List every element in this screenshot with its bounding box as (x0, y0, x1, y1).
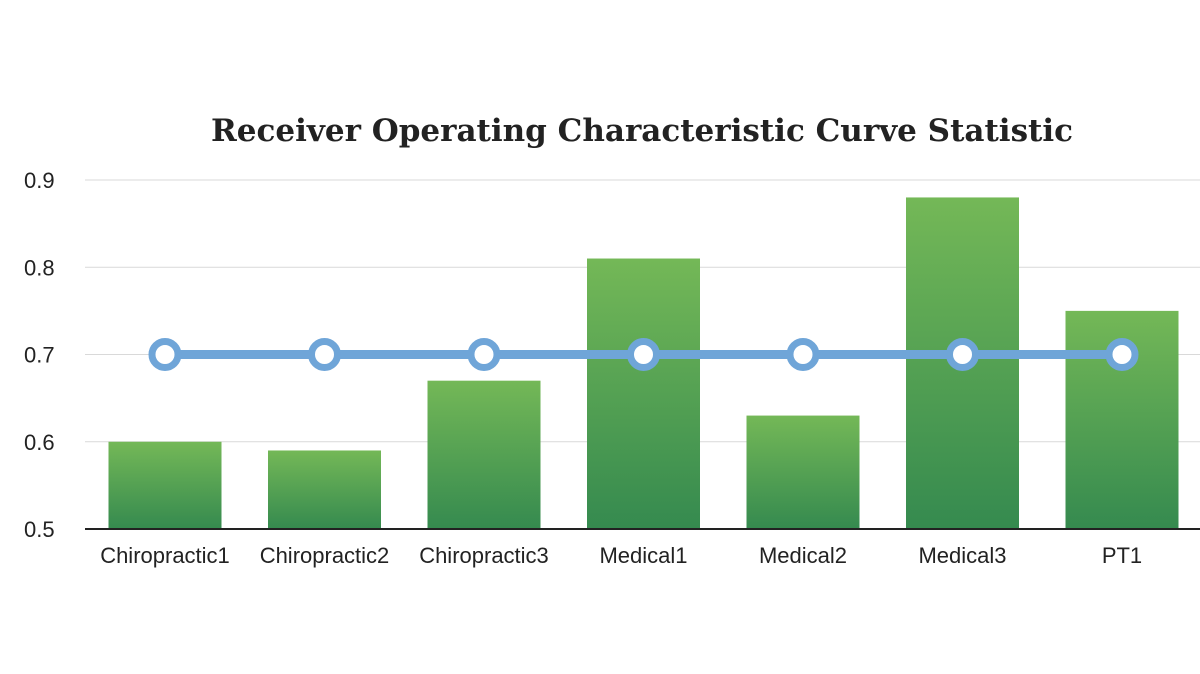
x-tick-label: Chiropractic2 (260, 543, 390, 568)
y-tick-label: 0.7 (24, 343, 55, 368)
bar (427, 380, 541, 529)
bar (108, 441, 222, 529)
x-tick-label: PT1 (1102, 543, 1142, 568)
labels: 0.5 0.6 0.7 0.8 0.9 Chiropractic1 Chiropractic… (24, 168, 1142, 568)
x-tick-label: Medical2 (759, 543, 847, 568)
bars (108, 197, 1179, 529)
y-tick-label: 0.6 (24, 430, 55, 455)
chart-title: Receiver Operating Characteristic Curve … (211, 113, 1073, 149)
line-point (148, 338, 182, 371)
y-tick-label: 0.8 (24, 255, 55, 280)
y-tick-label: 0.5 (24, 517, 55, 542)
line-point (308, 338, 341, 371)
line-series (148, 338, 1139, 371)
bar (268, 450, 381, 529)
x-tick-label: Medical3 (918, 543, 1006, 568)
y-tick-label: 0.9 (24, 168, 55, 193)
x-tick-label: Medical1 (599, 543, 687, 568)
line-point (467, 338, 501, 371)
bar (746, 415, 860, 529)
x-tick-label: Chiropractic3 (419, 543, 549, 568)
bar (587, 258, 700, 529)
line-point (786, 338, 820, 371)
line-point (1105, 338, 1139, 371)
line-point (946, 338, 979, 371)
line-point (627, 338, 660, 371)
x-tick-label: Chiropractic1 (100, 543, 230, 568)
